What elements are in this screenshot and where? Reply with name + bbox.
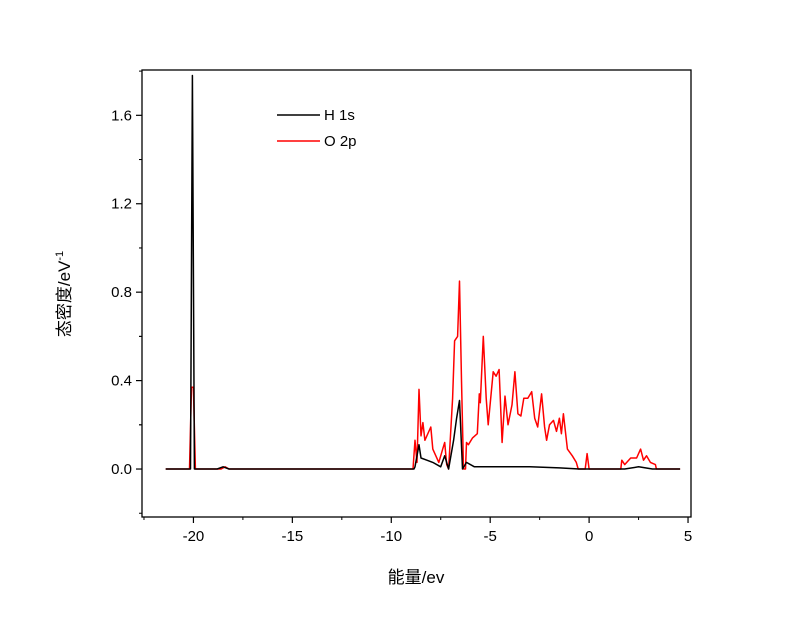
series-line-o-2p bbox=[165, 280, 681, 470]
y-axis: 0.0 0.4 0.8 1.2 1.6 bbox=[111, 70, 142, 514]
y-tick-label: 0.0 bbox=[111, 461, 132, 478]
x-axis: -20 -15 -10 -5 0 5 bbox=[143, 517, 692, 545]
y-tick-label: 0.4 bbox=[111, 373, 132, 390]
x-tick-label: -10 bbox=[380, 528, 402, 545]
y-tick-label: 0.8 bbox=[111, 284, 132, 301]
legend-label-o2p: O 2p bbox=[324, 133, 357, 150]
y-axis-title-main: 态密度/eV bbox=[55, 260, 74, 337]
x-tick-label: -20 bbox=[183, 528, 205, 545]
y-tick-label: 1.2 bbox=[111, 196, 132, 213]
x-tick-label: -15 bbox=[282, 528, 304, 545]
series-line-h-1s bbox=[165, 74, 681, 470]
plot-lines bbox=[165, 74, 681, 470]
plot-frame bbox=[141, 69, 692, 518]
x-axis-title: 能量/ev bbox=[388, 568, 445, 587]
y-tick-label: 1.6 bbox=[111, 107, 132, 124]
x-tick-label: 5 bbox=[684, 528, 692, 545]
y-axis-title: 态密度/eV-1 bbox=[54, 251, 74, 337]
y-axis-title-superscript: -1 bbox=[54, 251, 66, 261]
x-tick-label: 0 bbox=[585, 528, 593, 545]
x-tick-label: -5 bbox=[484, 528, 497, 545]
legend-label-h1s: H 1s bbox=[324, 107, 355, 124]
legend: H 1s O 2p bbox=[277, 107, 357, 150]
